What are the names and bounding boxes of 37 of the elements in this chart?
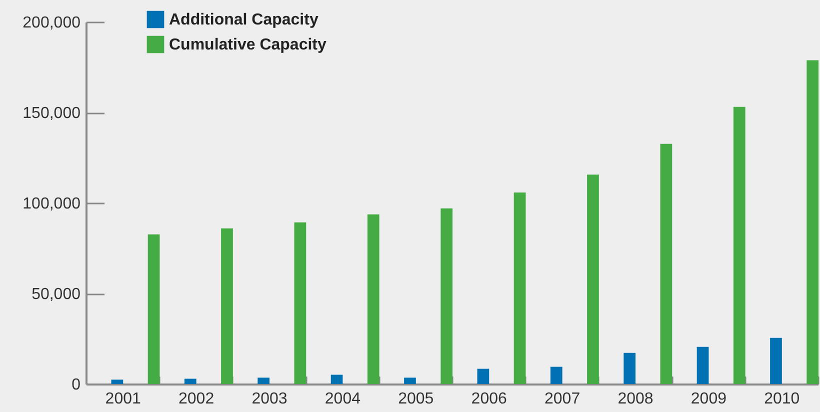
bar — [660, 144, 672, 384]
x-tick-label: 2001 — [105, 390, 141, 408]
bar — [258, 378, 270, 384]
x-tick-label: 2003 — [252, 390, 288, 408]
bar — [770, 338, 782, 384]
bar — [111, 380, 124, 384]
y-tick-label: 0 — [72, 376, 81, 394]
legend-label: Cumulative Capacity — [169, 36, 326, 54]
x-tick-label: 2004 — [324, 390, 361, 408]
y-tick-label: 150,000 — [22, 105, 81, 122]
bar — [477, 368, 490, 384]
y-tick-label: 200,000 — [22, 14, 81, 32]
bar — [148, 234, 160, 384]
x-tick-label: 2009 — [690, 390, 727, 408]
bar — [696, 346, 709, 384]
x-tick-label: 2008 — [618, 390, 654, 408]
x-tick-label: 2007 — [544, 390, 580, 408]
bar — [221, 228, 233, 384]
bar — [367, 214, 380, 384]
bar — [404, 378, 416, 384]
bar — [440, 208, 453, 384]
x-tick-label: 2006 — [471, 390, 507, 408]
bar — [514, 192, 526, 384]
bar — [184, 378, 196, 384]
x-tick-label: 2010 — [764, 390, 800, 408]
bar — [330, 374, 343, 384]
bar — [733, 106, 746, 384]
bar — [587, 174, 599, 384]
x-tick-label: 2002 — [178, 390, 214, 408]
bar — [624, 352, 636, 384]
legend-label: Additional Capacity — [169, 12, 318, 28]
bar — [550, 366, 562, 384]
y-tick-label: 50,000 — [32, 286, 81, 303]
bar — [806, 60, 819, 384]
bar — [294, 222, 306, 384]
y-tick-label: 100,000 — [22, 196, 81, 212]
x-tick-label: 2005 — [398, 390, 434, 408]
